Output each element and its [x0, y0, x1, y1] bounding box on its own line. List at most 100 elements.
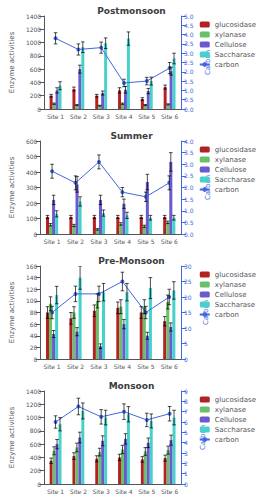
svg-text:Site 5: Site 5	[138, 488, 155, 495]
svg-text:Saccharase: Saccharase	[215, 176, 255, 184]
svg-text:120: 120	[26, 286, 38, 293]
svg-text:Site 4: Site 4	[114, 238, 131, 245]
svg-text:0.0: 0.0	[184, 106, 194, 113]
svg-text:80: 80	[30, 309, 38, 316]
svg-text:Site 4: Site 4	[115, 113, 132, 120]
svg-text:Site 4: Site 4	[114, 363, 131, 370]
svg-text:Site 2: Site 2	[70, 488, 87, 495]
svg-text:0: 0	[34, 356, 38, 363]
svg-text:carbon: carbon	[215, 61, 239, 69]
svg-text:200: 200	[26, 200, 38, 207]
svg-text:Postmonsoon: Postmonsoon	[97, 6, 166, 16]
svg-text:4.0: 4.0	[184, 138, 194, 145]
svg-text:0: 0	[184, 356, 188, 363]
svg-text:5.0: 5.0	[184, 13, 194, 20]
svg-text:60: 60	[30, 321, 38, 328]
svg-text:3: 3	[184, 450, 188, 457]
svg-text:140: 140	[26, 274, 38, 281]
svg-text:Site 1: Site 1	[43, 363, 60, 370]
svg-text:3.0: 3.0	[184, 50, 194, 57]
svg-text:400: 400	[30, 79, 42, 86]
svg-text:40: 40	[30, 332, 38, 339]
svg-text:Site 2: Site 2	[67, 363, 84, 370]
svg-text:Pre-Monsoon: Pre-Monsoon	[98, 256, 165, 266]
svg-text:Site 5: Site 5	[137, 363, 154, 370]
svg-text:10: 10	[184, 325, 192, 332]
svg-text:Enzyme activities: Enzyme activities	[8, 156, 16, 218]
svg-text:3.5: 3.5	[184, 40, 194, 47]
svg-text:2.5: 2.5	[184, 59, 194, 66]
svg-text:Site 6: Site 6	[161, 238, 178, 245]
svg-text:Enzyme activities: Enzyme activities	[8, 281, 16, 343]
svg-text:1200: 1200	[26, 26, 41, 33]
svg-text:0: 0	[37, 106, 41, 113]
svg-text:carbon: carbon	[215, 186, 239, 194]
svg-text:Site 6: Site 6	[161, 363, 178, 370]
svg-text:100: 100	[26, 215, 38, 222]
svg-text:5: 5	[184, 340, 188, 347]
svg-text:glucosidase: glucosidase	[215, 21, 256, 29]
svg-text:25: 25	[184, 278, 192, 285]
svg-text:xylanase: xylanase	[215, 31, 246, 39]
svg-text:xylanase: xylanase	[215, 281, 246, 289]
svg-text:Saccharase: Saccharase	[215, 51, 255, 59]
svg-text:Monsoon: Monsoon	[109, 381, 155, 391]
svg-text:Site 3: Site 3	[90, 363, 107, 370]
svg-text:300: 300	[26, 184, 38, 191]
svg-text:Summer: Summer	[110, 131, 153, 141]
svg-text:15: 15	[184, 309, 192, 316]
svg-text:Site 6: Site 6	[161, 488, 178, 495]
svg-text:4.5: 4.5	[184, 22, 194, 29]
svg-text:Site 5: Site 5	[138, 113, 155, 120]
svg-text:600: 600	[30, 66, 42, 73]
svg-text:Site 5: Site 5	[137, 238, 154, 245]
svg-text:7: 7	[184, 408, 188, 415]
svg-text:3.5: 3.5	[184, 149, 194, 156]
svg-text:5: 5	[184, 429, 188, 436]
svg-text:600: 600	[26, 138, 38, 145]
svg-text:1.0: 1.0	[184, 207, 194, 214]
svg-text:Site 4: Site 4	[115, 488, 132, 495]
svg-text:0.5: 0.5	[184, 96, 194, 103]
svg-text:800: 800	[30, 427, 42, 434]
svg-text:carbon: carbon	[215, 436, 239, 444]
svg-text:1.5: 1.5	[184, 196, 194, 203]
svg-text:3.0: 3.0	[184, 161, 194, 168]
svg-text:Saccharase: Saccharase	[215, 426, 255, 434]
svg-text:Site 3: Site 3	[90, 238, 107, 245]
svg-text:glucosidase: glucosidase	[215, 396, 256, 404]
svg-text:160: 160	[26, 263, 38, 270]
svg-text:4.0: 4.0	[184, 31, 194, 38]
svg-text:6: 6	[184, 419, 188, 426]
svg-text:1000: 1000	[26, 39, 41, 46]
svg-text:xylanase: xylanase	[215, 156, 246, 164]
svg-text:Enzyme activities: Enzyme activities	[8, 406, 16, 468]
svg-text:500: 500	[26, 153, 38, 160]
svg-text:Site 2: Site 2	[70, 113, 87, 120]
svg-text:2.0: 2.0	[184, 184, 194, 191]
svg-text:1.0: 1.0	[184, 87, 194, 94]
svg-text:1.5: 1.5	[184, 78, 194, 85]
svg-text:xylanase: xylanase	[215, 406, 246, 414]
svg-text:800: 800	[30, 52, 42, 59]
svg-text:400: 400	[26, 169, 38, 176]
svg-text:Saccharase: Saccharase	[215, 301, 255, 309]
svg-text:1: 1	[184, 470, 188, 477]
svg-text:20: 20	[184, 294, 192, 301]
svg-text:8: 8	[184, 398, 188, 405]
svg-text:glucosidase: glucosidase	[215, 271, 256, 279]
svg-text:Enzyme activities: Enzyme activities	[8, 31, 16, 93]
svg-text:1400: 1400	[26, 13, 41, 20]
svg-text:Site 1: Site 1	[47, 488, 64, 495]
svg-text:Site 1: Site 1	[43, 238, 60, 245]
svg-text:Cellulose: Cellulose	[215, 166, 247, 174]
svg-text:carbon: carbon	[215, 311, 239, 319]
svg-text:Site 3: Site 3	[93, 488, 110, 495]
svg-text:Site 3: Site 3	[93, 113, 110, 120]
svg-text:1400: 1400	[26, 388, 41, 395]
svg-text:200: 200	[30, 467, 42, 474]
svg-text:0: 0	[37, 481, 41, 488]
svg-text:2: 2	[184, 460, 188, 467]
svg-text:Site 2: Site 2	[67, 238, 84, 245]
svg-text:1000: 1000	[26, 414, 41, 421]
